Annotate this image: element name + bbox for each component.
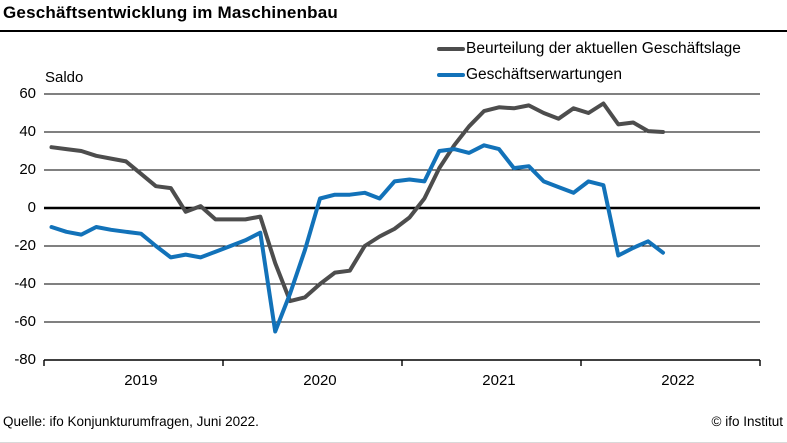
y-axis-unit-label: Saldo bbox=[45, 69, 84, 86]
copyright-note: © ifo Institut bbox=[711, 414, 783, 429]
legend-line-swatch-blue bbox=[437, 73, 465, 77]
y-axis-label--60: -60 bbox=[14, 313, 36, 330]
y-axis-label--80: -80 bbox=[14, 351, 36, 368]
x-axis-label-2022: 2022 bbox=[661, 372, 695, 389]
legend: Beurteilung der aktuellen Geschäftslage … bbox=[437, 36, 741, 88]
source-note: Quelle: ifo Konjunkturumfragen, Juni 202… bbox=[3, 414, 259, 429]
chart-title: Geschäftsentwicklung im Maschinenbau bbox=[3, 3, 338, 22]
y-axis-label-60: 60 bbox=[19, 85, 36, 102]
legend-item-erwartungen: Geschäftserwartungen bbox=[437, 62, 741, 88]
legend-item-lage: Beurteilung der aktuellen Geschäftslage bbox=[437, 36, 741, 62]
series-line-lage bbox=[49, 101, 665, 304]
series-line-erwartungen bbox=[49, 143, 665, 334]
y-axis-label--20: -20 bbox=[14, 237, 36, 254]
legend-line-swatch-gray bbox=[437, 47, 465, 51]
y-axis-label-20: 20 bbox=[19, 161, 36, 178]
legend-label-erwartungen: Geschäftserwartungen bbox=[466, 66, 622, 83]
title-separator bbox=[0, 30, 787, 32]
y-axis-label-0: 0 bbox=[27, 199, 36, 216]
x-axis-label-2020: 2020 bbox=[303, 372, 337, 389]
y-axis-label--40: -40 bbox=[14, 275, 36, 292]
x-axis-label-2019: 2019 bbox=[124, 372, 158, 389]
legend-label-lage: Beurteilung der aktuellen Geschäftslage bbox=[466, 40, 741, 57]
y-axis-label-40: 40 bbox=[19, 123, 36, 140]
x-axis-label-2021: 2021 bbox=[482, 372, 516, 389]
